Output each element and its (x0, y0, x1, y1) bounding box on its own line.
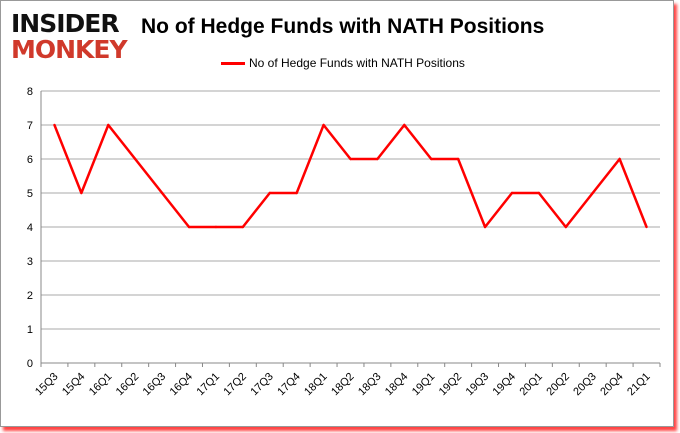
y-tick-label: 8 (27, 86, 33, 98)
legend-label: No of Hedge Funds with NATH Positions (249, 56, 465, 70)
data-point (618, 157, 621, 161)
logo-line2: MONKEY (11, 35, 128, 64)
legend-swatch (221, 61, 245, 65)
data-point (510, 191, 514, 195)
data-point (456, 157, 460, 161)
x-tick-label: 16Q3 (141, 371, 169, 399)
data-point (645, 225, 648, 229)
x-tick-label: 18Q4 (383, 371, 411, 399)
x-tick-label: 16Q4 (168, 371, 196, 399)
y-tick-label: 5 (27, 188, 33, 200)
x-tick-label: 21Q1 (625, 371, 653, 399)
x-tick-label: 19Q3 (464, 371, 492, 399)
x-tick-label: 19Q1 (410, 371, 438, 399)
x-tick-label: 18Q1 (302, 371, 330, 399)
data-point (591, 191, 594, 195)
data-point (80, 191, 83, 195)
y-tick-label: 3 (27, 256, 33, 268)
x-tick-label: 20Q2 (544, 371, 572, 399)
x-tick-label: 16Q2 (114, 371, 142, 399)
legend: No of Hedge Funds with NATH Positions (221, 56, 465, 70)
x-tick-label: 15Q4 (60, 371, 88, 399)
y-tick-label: 4 (27, 222, 33, 234)
data-point (187, 225, 191, 229)
x-tick-label: 17Q4 (275, 371, 303, 399)
data-point (430, 157, 433, 161)
x-tick-label: 17Q3 (248, 371, 276, 399)
chart-frame: INSIDER MONKEY No of Hedge Funds with NA… (0, 0, 674, 427)
x-tick-label: 19Q4 (491, 371, 519, 399)
data-point (376, 157, 379, 161)
chart-title: No of Hedge Funds with NATH Positions (141, 15, 545, 38)
y-tick-label: 7 (27, 120, 33, 132)
x-tick-label: 20Q4 (598, 371, 626, 399)
x-tick-label: 15Q3 (33, 371, 61, 399)
data-point (564, 225, 568, 229)
data-point (268, 191, 271, 195)
x-tick-label: 17Q1 (195, 371, 223, 399)
x-tick-label: 16Q1 (87, 371, 115, 399)
y-tick-label: 2 (27, 290, 33, 302)
insider-monkey-logo: INSIDER MONKEY (11, 9, 128, 64)
x-tick-label: 20Q3 (571, 371, 599, 399)
data-point (403, 123, 406, 127)
data-point (241, 225, 245, 229)
logo-line1: INSIDER (11, 9, 120, 38)
data-point (133, 157, 137, 161)
x-tick-label: 19Q2 (437, 371, 465, 399)
data-point (214, 225, 218, 229)
y-tick-label: 6 (27, 154, 33, 166)
data-point (160, 191, 164, 195)
data-point (349, 157, 352, 161)
data-point (537, 191, 541, 195)
x-tick-label: 18Q3 (356, 371, 384, 399)
data-point (53, 123, 56, 127)
y-tick-label: 1 (27, 324, 33, 336)
x-tick-label: 18Q2 (329, 371, 357, 399)
x-tick-label: 17Q2 (221, 371, 249, 399)
data-point (483, 225, 487, 229)
series-line (53, 123, 648, 229)
y-tick-label: 0 (27, 358, 33, 370)
data-point (107, 123, 110, 127)
data-point (295, 191, 298, 195)
x-tick-label: 20Q1 (517, 371, 545, 399)
data-point (322, 123, 325, 127)
